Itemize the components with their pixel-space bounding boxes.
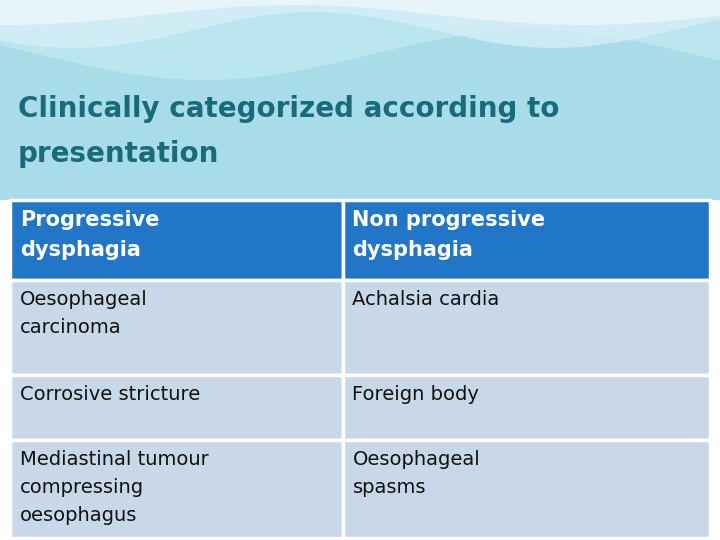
FancyBboxPatch shape [343, 375, 710, 440]
Polygon shape [0, 0, 720, 48]
Text: Corrosive stricture: Corrosive stricture [20, 385, 200, 404]
FancyBboxPatch shape [0, 200, 720, 540]
FancyBboxPatch shape [10, 375, 343, 440]
Text: Non progressive
dysphagia: Non progressive dysphagia [353, 210, 546, 260]
Text: Foreign body: Foreign body [353, 385, 480, 404]
Text: Clinically categorized according to: Clinically categorized according to [18, 95, 559, 123]
FancyBboxPatch shape [10, 200, 343, 280]
FancyBboxPatch shape [10, 280, 343, 375]
Text: Progressive
dysphagia: Progressive dysphagia [20, 210, 160, 260]
Polygon shape [0, 0, 720, 80]
Text: Mediastinal tumour
compressing
oesophagus: Mediastinal tumour compressing oesophagu… [20, 450, 209, 525]
FancyBboxPatch shape [343, 280, 710, 375]
FancyBboxPatch shape [10, 440, 343, 538]
Text: presentation: presentation [18, 140, 220, 168]
Polygon shape [0, 0, 720, 25]
Text: Achalsia cardia: Achalsia cardia [353, 290, 500, 309]
FancyBboxPatch shape [343, 440, 710, 538]
FancyBboxPatch shape [0, 0, 720, 200]
FancyBboxPatch shape [343, 200, 710, 280]
Text: Oesophageal
carcinoma: Oesophageal carcinoma [20, 290, 148, 337]
Text: Oesophageal
spasms: Oesophageal spasms [353, 450, 480, 497]
